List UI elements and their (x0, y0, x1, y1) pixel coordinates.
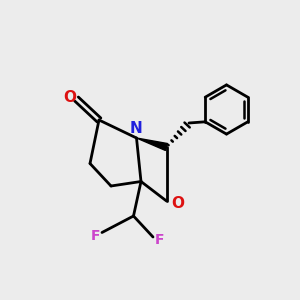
Text: F: F (91, 229, 100, 242)
Text: O: O (171, 196, 184, 211)
Polygon shape (136, 138, 167, 150)
Text: F: F (155, 233, 164, 247)
Text: O: O (63, 90, 76, 105)
Text: N: N (130, 121, 142, 136)
